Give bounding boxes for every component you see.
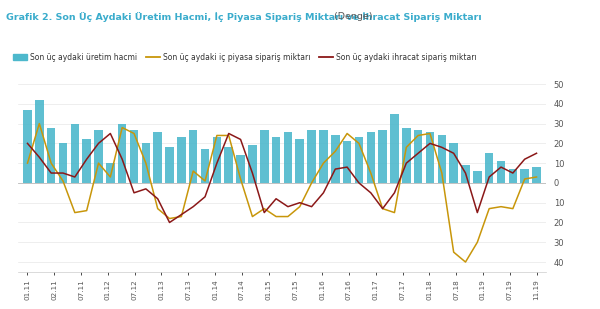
Bar (379, 129, 387, 183)
Bar (272, 138, 280, 183)
Bar (367, 132, 375, 183)
Bar (47, 128, 55, 183)
Bar (355, 138, 363, 183)
Bar (497, 161, 505, 183)
Bar (331, 135, 340, 183)
Bar (59, 143, 67, 183)
Bar (295, 139, 304, 183)
Bar (35, 100, 44, 183)
Bar (106, 163, 115, 183)
Bar (260, 129, 269, 183)
Bar (284, 132, 292, 183)
Bar (402, 128, 410, 183)
Bar (509, 169, 517, 183)
Bar (224, 147, 233, 183)
Bar (485, 153, 493, 183)
Bar (461, 165, 470, 183)
Bar (520, 169, 529, 183)
Bar (390, 114, 399, 183)
Bar (319, 129, 328, 183)
Bar (343, 142, 352, 183)
Bar (201, 149, 209, 183)
Bar (94, 129, 103, 183)
Bar (414, 129, 422, 183)
Bar (154, 132, 162, 183)
Bar (437, 135, 446, 183)
Bar (236, 155, 245, 183)
Bar (118, 124, 127, 183)
Bar (532, 167, 541, 183)
Bar (189, 129, 197, 183)
Text: (Denge): (Denge) (331, 12, 373, 22)
Bar (473, 171, 482, 183)
Bar (82, 139, 91, 183)
Bar (177, 138, 185, 183)
Text: Grafik 2. Son Üç Aydaki Üretim Hacmi, İç Piyasa Sipariş Miktarı ve İhracat Sipar: Grafik 2. Son Üç Aydaki Üretim Hacmi, İç… (6, 12, 482, 22)
Bar (426, 132, 434, 183)
Bar (248, 145, 257, 183)
Bar (71, 124, 79, 183)
Bar (307, 129, 316, 183)
Bar (165, 147, 174, 183)
Legend: Son üç aydaki üretim hacmi, Son üç aydaki iç piyasa sipariş miktarı, Son üç ayda: Son üç aydaki üretim hacmi, Son üç aydak… (10, 50, 480, 65)
Bar (142, 143, 150, 183)
Bar (449, 143, 458, 183)
Bar (130, 129, 138, 183)
Bar (212, 138, 221, 183)
Bar (23, 110, 32, 183)
